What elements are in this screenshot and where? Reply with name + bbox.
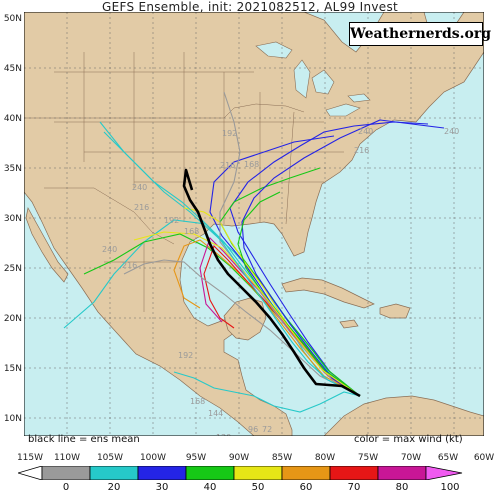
lon-label: 85W [271, 453, 293, 463]
lat-label: 50N [3, 14, 22, 24]
hour-label: 72 [262, 425, 272, 434]
hour-label: 240 [102, 245, 117, 254]
ensemble-track [83, 233, 361, 397]
hour-label: 168 [184, 227, 199, 236]
lon-label: 65W [437, 453, 459, 463]
lat-label: 25N [3, 264, 22, 274]
colorbar-swatch [185, 466, 235, 480]
colorbar-tick: 60 [299, 482, 313, 493]
land-hispaniola [379, 303, 411, 319]
hour-label: 240 [444, 127, 459, 136]
ensemble-tracks [63, 91, 445, 413]
hour-label: 216 [122, 261, 137, 270]
colorbar-tick: 30 [155, 482, 169, 493]
ensemble-mean-track [182, 168, 361, 398]
note-right: color = max wind (kt) [354, 434, 463, 445]
map-title: GEFS Ensemble, init: 2021082512, AL99 In… [101, 0, 399, 14]
colorbar-tick: 100 [440, 482, 460, 493]
colorbar-swatch [377, 466, 427, 480]
land-jamaica [339, 319, 359, 329]
colorbar-tick: 20 [107, 482, 121, 493]
wind-colorbar [18, 466, 463, 480]
lat-label: 45N [3, 64, 22, 74]
hour-label: 216 [354, 146, 369, 155]
lat-label: 10N [3, 414, 22, 424]
colorbar-tick: 40 [203, 482, 217, 493]
colorbar-tick: 50 [251, 482, 265, 493]
hour-label: 216 [134, 203, 149, 212]
colorbar-swatch [41, 466, 91, 480]
lon-label: 105W [96, 453, 124, 463]
ensemble-track [123, 259, 361, 397]
lon-label: 90W [228, 453, 250, 463]
hour-labels: 240 240 216 192 168 216 240 216 192 168 … [102, 127, 459, 436]
lon-label: 75W [357, 453, 379, 463]
colorbar-tick: 70 [347, 482, 361, 493]
colorbar-swatch [89, 466, 139, 480]
ensemble-track [173, 239, 361, 397]
lon-label: 80W [314, 453, 336, 463]
lat-label: 30N [3, 214, 22, 224]
colorbar-tick: 80 [395, 482, 409, 493]
ensemble-track [237, 191, 361, 397]
watermark: Weathernerds.org [349, 22, 491, 46]
track-map: 240 240 216 192 168 216 240 216 192 168 … [24, 12, 484, 436]
hour-label: 120 [216, 433, 231, 436]
hour-label: 240 [358, 127, 373, 136]
ensemble-track [99, 121, 361, 397]
lat-label: 35N [3, 164, 22, 174]
lat-label: 40N [3, 114, 22, 124]
colorbar-swatch [329, 466, 379, 480]
lon-label: 110W [53, 453, 81, 463]
ensemble-track [241, 119, 445, 397]
lat-label: 15N [3, 364, 22, 374]
colorbar-swatch [137, 466, 187, 480]
hour-label: 192 [178, 351, 193, 360]
lon-label: 95W [185, 453, 207, 463]
ensemble-track [173, 371, 361, 413]
lon-label: 70W [400, 453, 422, 463]
hour-label: 144 [208, 409, 223, 418]
land-cuba [281, 277, 375, 309]
hour-label: 168 [244, 160, 259, 169]
hour-label: 96 [248, 425, 258, 434]
colorbar-start-arrow [18, 466, 43, 480]
colorbar-swatch [281, 466, 331, 480]
hour-label: 216 [220, 161, 235, 170]
land-baja [25, 206, 69, 283]
ensemble-track [133, 231, 361, 397]
colorbar-tick: 0 [62, 482, 70, 493]
land-south-america [323, 395, 484, 436]
lon-label: 60W [473, 453, 495, 463]
lat-label: 20N [3, 314, 22, 324]
colorbar-end-arrow [425, 466, 463, 480]
lon-label: 115W [16, 453, 44, 463]
hour-label: 240 [132, 183, 147, 192]
note-left: black line = ens mean [28, 434, 140, 445]
grid [24, 12, 484, 436]
hour-label: 192 [222, 129, 237, 138]
great-lakes [255, 41, 371, 117]
hour-label: 192 [164, 216, 179, 225]
hour-label: 168 [190, 397, 205, 406]
colorbar-swatch [233, 466, 283, 480]
lon-label: 100W [139, 453, 167, 463]
